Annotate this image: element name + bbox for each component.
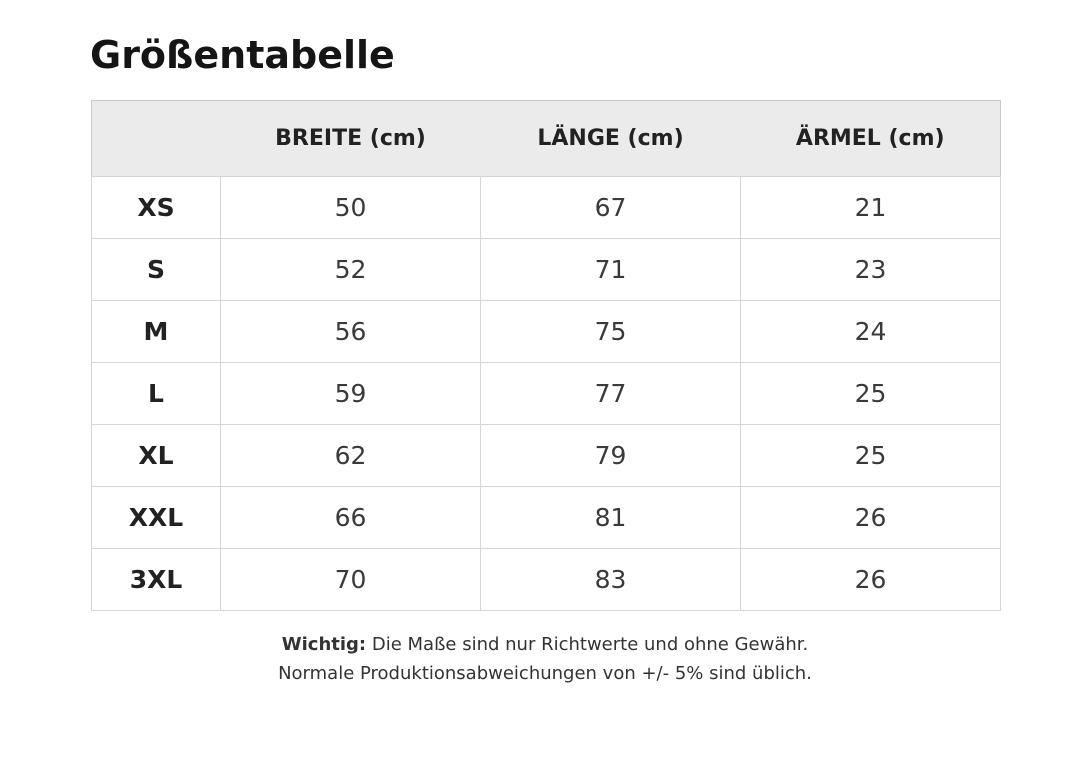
aermel-value: 23	[740, 238, 1001, 301]
aermel-value: 26	[740, 548, 1001, 611]
size-label: XXL	[91, 486, 221, 549]
table-row: XL 62 79 25	[91, 424, 1001, 487]
size-label: S	[91, 238, 221, 301]
aermel-value: 25	[740, 362, 1001, 425]
breite-value: 56	[220, 300, 481, 363]
note-line-2: Normale Produktionsabweichungen von +/- …	[278, 663, 812, 684]
laenge-value: 67	[480, 176, 741, 239]
laenge-value: 77	[480, 362, 741, 425]
table-row: 3XL 70 83 26	[91, 548, 1001, 611]
table-header-row: BREITE (cm) LÄNGE (cm) ÄRMEL (cm)	[91, 100, 1001, 177]
disclaimer-note: Wichtig: Die Maße sind nur Richtwerte un…	[0, 630, 1090, 688]
breite-value: 52	[220, 238, 481, 301]
size-table: BREITE (cm) LÄNGE (cm) ÄRMEL (cm) XS 50 …	[91, 100, 1001, 611]
breite-value: 50	[220, 176, 481, 239]
aermel-value: 21	[740, 176, 1001, 239]
header-size	[91, 100, 221, 177]
size-label: M	[91, 300, 221, 363]
laenge-value: 83	[480, 548, 741, 611]
size-label: XS	[91, 176, 221, 239]
aermel-value: 26	[740, 486, 1001, 549]
size-label: L	[91, 362, 221, 425]
header-laenge: LÄNGE (cm)	[480, 100, 741, 177]
laenge-value: 81	[480, 486, 741, 549]
table-row: XS 50 67 21	[91, 176, 1001, 239]
breite-value: 59	[220, 362, 481, 425]
header-breite: BREITE (cm)	[220, 100, 481, 177]
table-row: S 52 71 23	[91, 238, 1001, 301]
table-row: L 59 77 25	[91, 362, 1001, 425]
laenge-value: 79	[480, 424, 741, 487]
note-text-1: Die Maße sind nur Richtwerte und ohne Ge…	[371, 634, 809, 655]
size-label: 3XL	[91, 548, 221, 611]
laenge-value: 71	[480, 238, 741, 301]
note-label: Wichtig:	[281, 634, 367, 655]
breite-value: 62	[220, 424, 481, 487]
breite-value: 66	[220, 486, 481, 549]
header-aermel: ÄRMEL (cm)	[740, 100, 1001, 177]
aermel-value: 24	[740, 300, 1001, 363]
breite-value: 70	[220, 548, 481, 611]
aermel-value: 25	[740, 424, 1001, 487]
note-line-1: Wichtig: Die Maße sind nur Richtwerte un…	[0, 630, 1090, 659]
table-row: M 56 75 24	[91, 300, 1001, 363]
size-label: XL	[91, 424, 221, 487]
laenge-value: 75	[480, 300, 741, 363]
page-title: Größentabelle	[90, 33, 395, 77]
table-row: XXL 66 81 26	[91, 486, 1001, 549]
